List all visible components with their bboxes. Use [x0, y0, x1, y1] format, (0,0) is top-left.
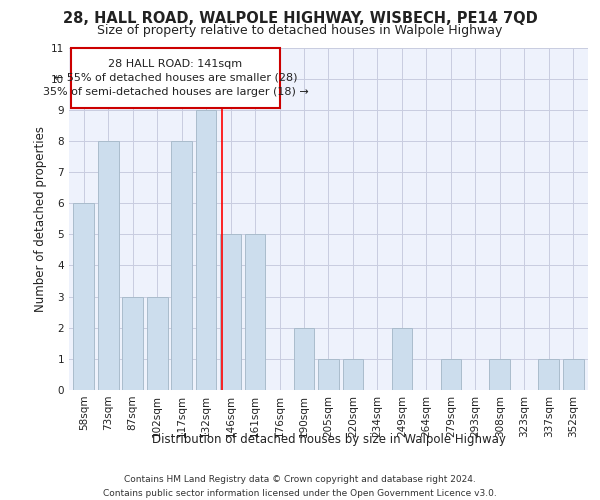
Text: 28, HALL ROAD, WALPOLE HIGHWAY, WISBECH, PE14 7QD: 28, HALL ROAD, WALPOLE HIGHWAY, WISBECH,… [62, 11, 538, 26]
Bar [343, 359, 364, 390]
Y-axis label: Number of detached properties: Number of detached properties [34, 126, 47, 312]
Text: 28 HALL ROAD: 141sqm
← 55% of detached houses are smaller (28)
35% of semi-detac: 28 HALL ROAD: 141sqm ← 55% of detached h… [43, 59, 308, 97]
Bar [490, 359, 510, 390]
Bar [318, 359, 339, 390]
Bar [73, 203, 94, 390]
Bar [245, 234, 265, 390]
Bar [392, 328, 412, 390]
Bar [220, 234, 241, 390]
Bar [171, 141, 192, 390]
FancyBboxPatch shape [71, 48, 280, 108]
Bar [538, 359, 559, 390]
Bar [563, 359, 584, 390]
Text: Distribution of detached houses by size in Walpole Highway: Distribution of detached houses by size … [152, 432, 506, 446]
Text: Contains HM Land Registry data © Crown copyright and database right 2024.
Contai: Contains HM Land Registry data © Crown c… [103, 476, 497, 498]
Text: Size of property relative to detached houses in Walpole Highway: Size of property relative to detached ho… [97, 24, 503, 37]
Bar [440, 359, 461, 390]
Bar [196, 110, 217, 390]
Bar [122, 296, 143, 390]
Bar [98, 141, 119, 390]
Bar [147, 296, 167, 390]
Bar [293, 328, 314, 390]
